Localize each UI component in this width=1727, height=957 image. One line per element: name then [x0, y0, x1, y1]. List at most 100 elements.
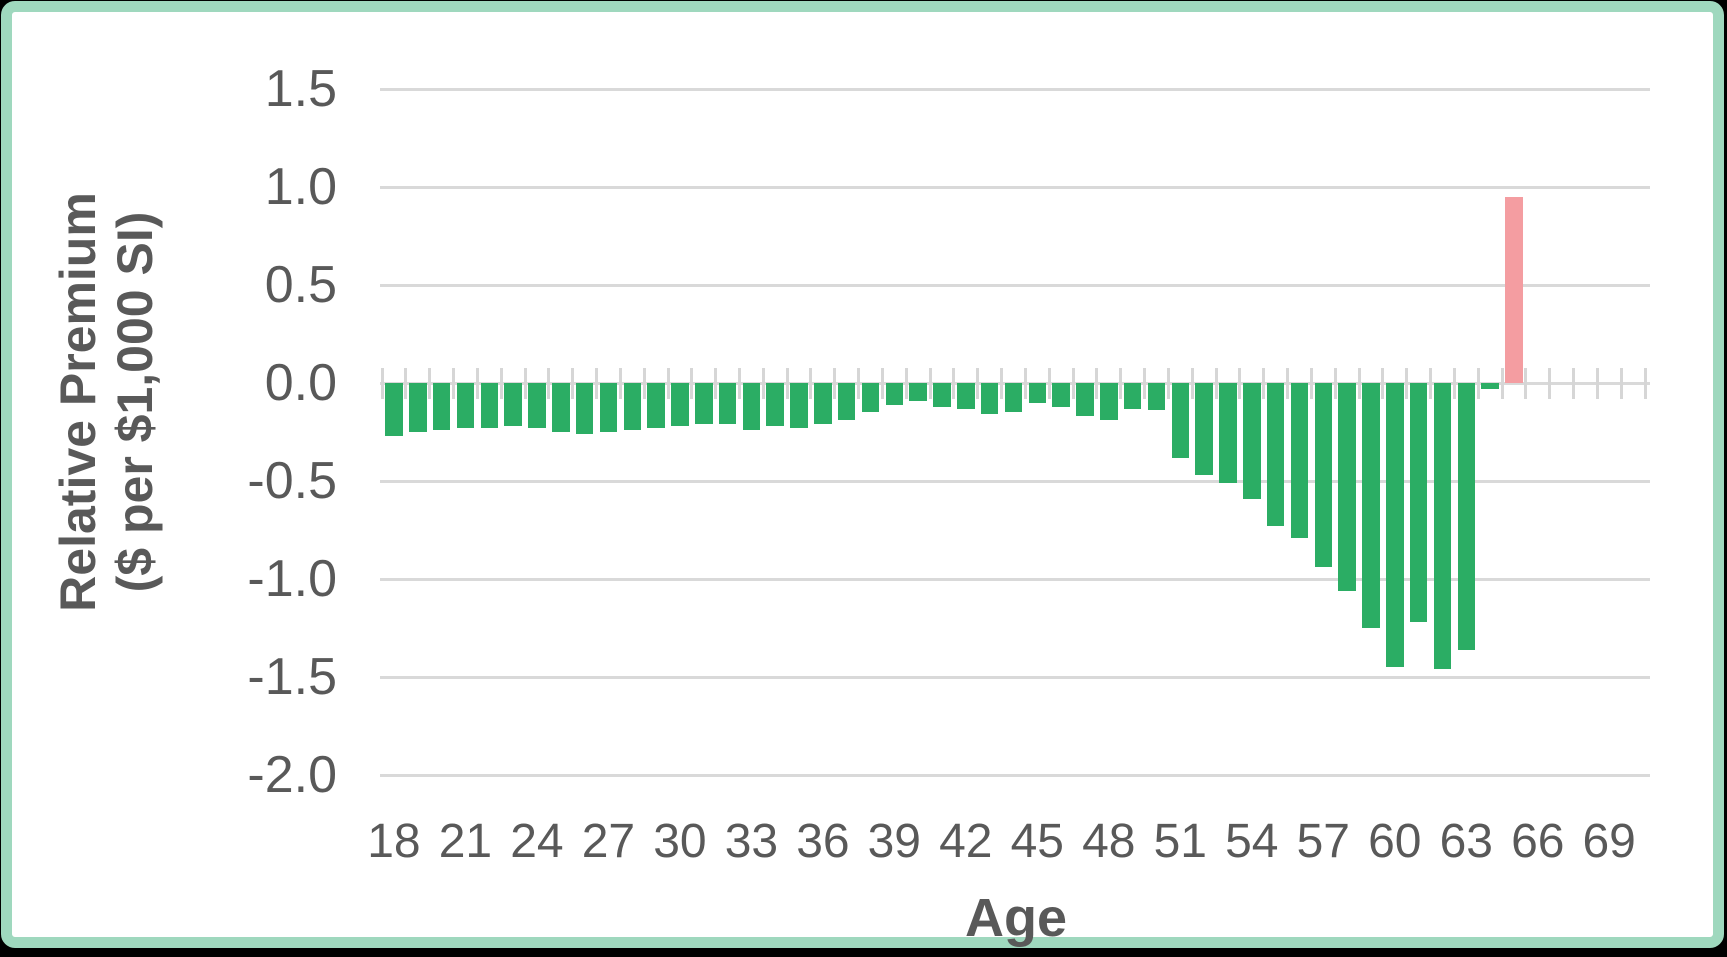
bar-age-21 [456, 383, 475, 429]
axis-tick-mark [1500, 368, 1504, 399]
axis-tick-mark [1023, 368, 1027, 399]
bar-age-38 [861, 383, 880, 413]
bar-age-43 [980, 383, 999, 415]
gridline [380, 773, 1650, 777]
axis-tick-mark [1286, 368, 1289, 399]
gridline [380, 283, 1650, 287]
axis-tick-mark [1309, 368, 1313, 399]
x-tick-label: 30 [653, 815, 707, 868]
axis-tick-mark [523, 368, 527, 399]
axis-tick-mark [1572, 368, 1575, 399]
bar-age-59 [1362, 383, 1380, 628]
x-tick-label: 51 [1153, 815, 1207, 868]
bar-age-53 [1219, 383, 1237, 483]
bar-age-52 [1195, 383, 1213, 476]
plot-area: 1.5 1.0 0.5 0.0 -0.5 -1.0 -1.5 -2.0 18 21 24 27 30 33… [12, 12, 1713, 937]
x-tick-label: 57 [1296, 815, 1350, 868]
bar-age-65 [1505, 196, 1523, 383]
x-tick-label: 60 [1368, 815, 1422, 868]
bar-age-23 [504, 383, 522, 427]
bar-age-36 [814, 383, 832, 425]
bar-age-30 [671, 383, 689, 427]
bar-age-18 [385, 383, 403, 436]
axis-tick-mark [452, 368, 455, 399]
bar-age-55 [1266, 383, 1285, 527]
bar-age-35 [790, 383, 808, 429]
x-tick-label: 39 [867, 815, 921, 868]
axis-tick-mark [952, 368, 956, 399]
bar-age-50 [1147, 383, 1166, 411]
bar-age-37 [837, 383, 856, 421]
bar-age-54 [1243, 383, 1261, 499]
bar-age-32 [718, 383, 737, 425]
axis-tick-mark [1095, 368, 1099, 399]
bar-age-64 [1481, 383, 1499, 389]
bar-age-28 [623, 383, 641, 430]
axis-tick-mark [1000, 368, 1004, 399]
axis-tick-mark [618, 368, 622, 399]
axis-tick-mark [642, 368, 646, 399]
x-tick-label: 63 [1439, 815, 1493, 868]
bar-age-22 [480, 383, 498, 429]
bar-age-39 [885, 383, 904, 405]
y-tick-label: -2.0 [247, 746, 337, 804]
bar-age-24 [528, 383, 546, 429]
x-tick-label: 33 [724, 815, 779, 868]
bar-age-40 [909, 383, 927, 401]
axis-tick-mark [1071, 368, 1075, 399]
y-tick-label: -0.5 [247, 452, 337, 510]
y-tick-label: 1.0 [264, 158, 337, 216]
axis-tick-mark [595, 368, 598, 399]
axis-tick-mark [880, 368, 884, 399]
bar-age-60 [1386, 383, 1404, 668]
axis-tick-mark [738, 368, 741, 399]
bar-age-48 [1100, 383, 1118, 421]
axis-tick-mark [785, 368, 789, 399]
bar-age-25 [552, 383, 570, 432]
bar-age-34 [766, 383, 784, 427]
x-tick-label: 18 [367, 815, 421, 868]
axis-tick-mark [1190, 368, 1194, 399]
bar-age-63 [1457, 383, 1475, 650]
axis-tick-mark [1214, 368, 1218, 399]
axis-tick-mark [690, 368, 694, 399]
bar-age-51 [1171, 383, 1190, 458]
y-tick-label: 1.5 [264, 60, 337, 118]
axis-tick-mark [809, 368, 813, 399]
bar-age-19 [409, 383, 427, 432]
axis-tick-mark [857, 368, 861, 399]
axis-tick-mark [1524, 368, 1528, 399]
axis-tick-mark [1643, 368, 1647, 399]
axis-tick-mark [1476, 368, 1480, 399]
axis-tick-mark [547, 368, 551, 399]
x-tick-label: 27 [581, 815, 636, 868]
axis-tick-mark [1595, 368, 1599, 399]
x-tick-label: 42 [939, 815, 993, 868]
axis-tick-mark [1619, 368, 1623, 399]
y-tick-label: -1.0 [247, 550, 337, 608]
bar-age-20 [432, 383, 451, 430]
x-tick-label: 24 [510, 815, 564, 868]
axis-tick-mark [1166, 368, 1170, 399]
axis-tick-mark [499, 368, 503, 399]
x-tick-label: 36 [796, 815, 850, 868]
bar-age-49 [1123, 383, 1142, 409]
axis-tick-mark [1262, 368, 1266, 399]
x-tick-label: 54 [1225, 815, 1279, 868]
bar-age-29 [647, 383, 665, 429]
bar-age-26 [575, 383, 594, 434]
gridline [380, 185, 1650, 189]
axis-tick-mark [1047, 368, 1051, 399]
bar-age-61 [1409, 383, 1428, 623]
x-tick-label: 66 [1511, 815, 1565, 868]
axis-tick-mark [833, 368, 837, 399]
axis-tick-mark [1357, 368, 1361, 399]
gridline [380, 675, 1650, 679]
bar-age-62 [1433, 383, 1452, 670]
x-tick-label: 21 [438, 815, 493, 868]
gridline [380, 87, 1650, 91]
x-tick-label: 69 [1582, 815, 1636, 868]
gridline [380, 479, 1650, 483]
